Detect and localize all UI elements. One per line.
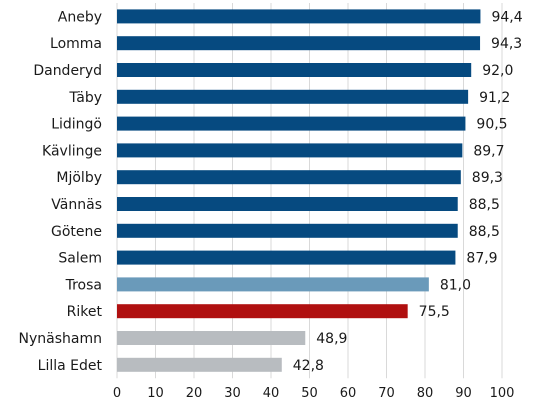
bar bbox=[117, 89, 469, 104]
category-label: Täby bbox=[68, 90, 102, 106]
value-label: 75,5 bbox=[419, 304, 450, 320]
category-label: Riket bbox=[67, 304, 103, 320]
value-label: 87,9 bbox=[466, 251, 497, 267]
bar bbox=[117, 36, 481, 51]
x-tick-label: 10 bbox=[147, 386, 164, 398]
value-label: 90,5 bbox=[476, 117, 507, 133]
value-label: 42,8 bbox=[293, 358, 324, 374]
category-labels: Aneby Lomma Danderyd Täby Lidingö Kävlinge Mjö… bbox=[19, 9, 103, 373]
gridlines bbox=[116, 3, 503, 379]
x-tick-label: 80 bbox=[417, 386, 434, 398]
bar bbox=[117, 304, 408, 319]
category-label: Lilla Edet bbox=[38, 358, 103, 374]
category-label: Vännäs bbox=[51, 197, 102, 213]
x-tick-label: 50 bbox=[301, 386, 318, 398]
bar bbox=[117, 223, 458, 238]
category-label: Lomma bbox=[50, 36, 102, 52]
bar bbox=[117, 170, 461, 185]
x-tick-label: 30 bbox=[224, 386, 241, 398]
value-label: 88,5 bbox=[469, 224, 500, 240]
value-label: 94,4 bbox=[491, 9, 522, 25]
value-label: 89,7 bbox=[473, 143, 504, 159]
value-label: 48,9 bbox=[316, 331, 347, 347]
value-labels: 94,4 94,3 92,0 91,2 90,5 89,7 89,3 88,5 88,5 87,9… bbox=[293, 9, 523, 373]
bar bbox=[117, 63, 472, 77]
bar bbox=[117, 277, 429, 292]
bar bbox=[117, 9, 481, 24]
x-axis-ticks: 0 10 20 30 40 50 60 70 80 90 100 bbox=[113, 386, 515, 398]
category-label: Salem bbox=[58, 251, 102, 267]
category-label: Nynäshamn bbox=[19, 331, 102, 347]
value-label: 89,3 bbox=[472, 170, 503, 186]
category-label: Kävlinge bbox=[42, 143, 102, 159]
category-label: Götene bbox=[51, 224, 102, 240]
x-tick-label: 70 bbox=[378, 386, 395, 398]
x-tick-label: 0 bbox=[113, 386, 121, 398]
x-tick-label: 60 bbox=[340, 386, 357, 398]
category-label: Lidingö bbox=[51, 117, 102, 133]
value-label: 92,0 bbox=[482, 63, 513, 79]
bar bbox=[117, 116, 466, 131]
category-label: Danderyd bbox=[33, 63, 102, 79]
category-label: Aneby bbox=[58, 9, 102, 25]
category-label: Mjölby bbox=[56, 170, 102, 186]
bar bbox=[117, 143, 463, 158]
bars bbox=[117, 9, 481, 372]
x-tick-label: 100 bbox=[490, 386, 515, 398]
value-label: 81,0 bbox=[440, 277, 471, 293]
x-tick-label: 40 bbox=[263, 386, 280, 398]
bar bbox=[117, 197, 458, 211]
x-tick-label: 90 bbox=[455, 386, 472, 398]
bar bbox=[117, 331, 306, 345]
value-label: 94,3 bbox=[491, 36, 522, 52]
category-label: Trosa bbox=[65, 277, 102, 293]
bar bbox=[117, 357, 282, 372]
value-label: 88,5 bbox=[469, 197, 500, 213]
x-tick-label: 20 bbox=[186, 386, 203, 398]
value-label: 91,2 bbox=[479, 90, 510, 106]
bar bbox=[117, 250, 456, 265]
